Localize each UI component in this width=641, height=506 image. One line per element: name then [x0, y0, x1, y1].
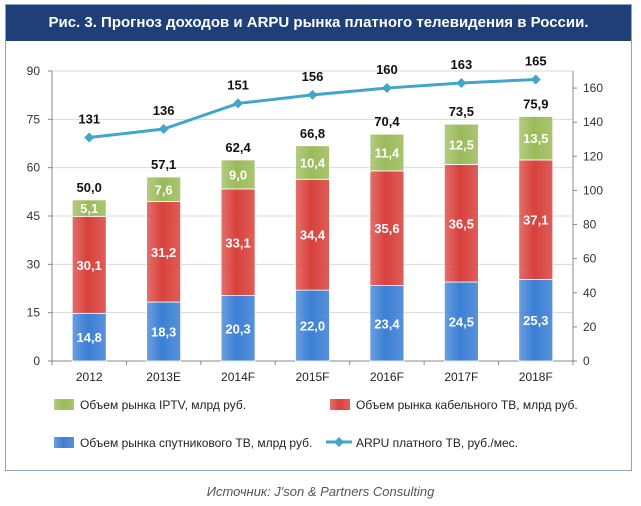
right-axis-tick-label: 140 — [583, 115, 603, 129]
bar-value-label: 24,5 — [449, 315, 474, 330]
arpu-value-label: 160 — [376, 62, 398, 77]
legend-swatch — [54, 399, 74, 410]
left-axis-tick-label: 30 — [27, 257, 41, 271]
bar-total-label: 50,0 — [77, 180, 102, 195]
legend-swatch — [330, 399, 350, 410]
right-axis-tick-label: 40 — [583, 286, 597, 300]
x-axis-category-label: 2012 — [76, 370, 103, 384]
x-axis-category-label: 2018F — [519, 370, 553, 384]
arpu-value-label: 163 — [451, 57, 473, 72]
bar-segment-cable — [295, 178, 330, 291]
bar-segment-iptv — [295, 145, 330, 180]
bar-value-label: 13,5 — [523, 131, 548, 146]
arpu-point — [158, 124, 169, 134]
bar-value-label: 35,6 — [374, 221, 399, 236]
bar-total-label: 62,4 — [225, 140, 251, 155]
left-axis-tick-label: 60 — [27, 161, 41, 175]
bar-segment-iptv — [146, 176, 182, 202]
bar-value-label: 9,0 — [229, 167, 247, 182]
bar-value-label: 23,4 — [374, 316, 400, 331]
bar-value-label: 34,4 — [300, 228, 326, 243]
legend-label: Объем рынка кабельного ТВ, млрд руб. — [356, 398, 578, 412]
legend-swatch — [54, 437, 74, 448]
right-axis-tick-label: 120 — [583, 149, 603, 163]
legend-label: ARPU платного ТВ, руб./мес. — [356, 436, 518, 450]
arpu-point — [381, 83, 392, 94]
bar-value-label: 12,5 — [449, 137, 474, 152]
bar-segment-cable — [71, 215, 107, 314]
arpu-value-label: 165 — [525, 54, 547, 69]
bar-value-label: 11,4 — [375, 146, 400, 161]
arpu-point — [233, 98, 244, 109]
bar-segment-satellite — [146, 301, 182, 362]
source-note: Источник: J'son & Partners Consulting — [206, 484, 435, 499]
bar-value-label: 30,1 — [77, 258, 102, 273]
bar-total-label: 70,4 — [374, 114, 400, 129]
arpu-point — [307, 89, 318, 100]
bar-segment-iptv — [220, 159, 256, 190]
legend-label: Объем рынка спутникового ТВ, млрд руб. — [80, 436, 312, 450]
right-axis-tick-label: 20 — [583, 320, 597, 334]
bar-segment-satellite — [220, 295, 256, 362]
bar-value-label: 33,1 — [225, 235, 250, 250]
bar-segment-satellite — [369, 285, 405, 362]
bar-segment-iptv — [369, 133, 405, 172]
chart-title: Рис. 3. Прогноз доходов и ARPU рынка пла… — [6, 5, 631, 41]
bar-segment-satellite — [295, 289, 330, 362]
arpu-value-label: 151 — [227, 77, 249, 92]
bar-value-label: 10,4 — [300, 156, 326, 171]
bar-value-label: 5,1 — [80, 201, 98, 216]
bar-total-label: 73,5 — [449, 104, 474, 119]
left-axis-tick-label: 90 — [27, 64, 41, 78]
bar-total-label: 75,9 — [523, 96, 548, 111]
bar-segment-cable — [146, 201, 182, 303]
arpu-point — [456, 77, 467, 88]
right-axis-tick-label: 100 — [583, 183, 603, 197]
left-axis-tick-label: 75 — [27, 112, 41, 126]
bar-value-label: 22,0 — [300, 319, 325, 334]
bar-segment-iptv — [71, 199, 107, 217]
x-axis-category-label: 2017F — [444, 370, 478, 384]
bar-value-label: 20,3 — [225, 321, 250, 336]
right-axis-tick-label: 0 — [583, 354, 590, 368]
bar-value-label: 31,2 — [151, 245, 176, 260]
x-axis-category-label: 2016F — [370, 370, 404, 384]
x-axis-category-label: 2015F — [295, 370, 329, 384]
bar-value-label: 14,8 — [77, 330, 102, 345]
bar-value-label: 7,6 — [155, 182, 173, 197]
right-axis-tick-label: 60 — [583, 252, 597, 266]
bar-segment-satellite — [71, 312, 107, 362]
left-axis-tick-label: 45 — [27, 209, 41, 223]
bar-segment-cable — [220, 188, 256, 296]
bar-value-label: 37,1 — [523, 213, 548, 228]
arpu-value-label: 136 — [153, 103, 175, 118]
bar-segment-iptv — [443, 123, 479, 165]
bar-value-label: 36,5 — [449, 216, 474, 231]
bar-segment-cable — [369, 170, 405, 286]
right-axis-tick-label: 80 — [583, 218, 597, 232]
bar-segment-satellite — [443, 281, 479, 362]
left-axis-tick-label: 0 — [33, 354, 40, 368]
legend-swatch-marker — [334, 437, 344, 447]
arpu-point — [84, 132, 95, 143]
bar-segment-cable — [443, 164, 479, 283]
arpu-value-label: 131 — [78, 112, 100, 127]
legend-label: Объем рынка IPTV, млрд руб. — [80, 398, 246, 412]
arpu-point — [530, 74, 541, 85]
bar-total-label: 57,1 — [151, 157, 176, 172]
x-axis-category-label: 2013E — [146, 370, 181, 384]
arpu-value-label: 156 — [302, 69, 324, 84]
right-axis-tick-label: 160 — [583, 81, 603, 95]
bar-value-label: 25,3 — [523, 313, 548, 328]
x-axis-category-label: 2014F — [221, 370, 255, 384]
bar-total-label: 66,8 — [300, 126, 325, 141]
bar-value-label: 18,3 — [151, 325, 176, 340]
bar-segment-iptv — [518, 116, 554, 161]
bar-segment-cable — [518, 159, 554, 280]
left-axis-tick-label: 15 — [27, 306, 41, 320]
